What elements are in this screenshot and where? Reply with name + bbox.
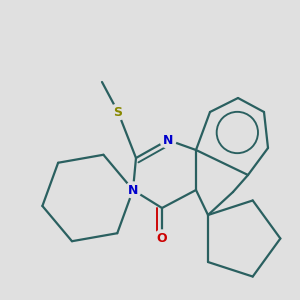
- Circle shape: [154, 230, 170, 246]
- Text: N: N: [128, 184, 138, 196]
- Text: O: O: [157, 232, 167, 244]
- Circle shape: [125, 182, 141, 198]
- Circle shape: [160, 132, 176, 148]
- Text: N: N: [163, 134, 173, 146]
- Circle shape: [110, 104, 126, 120]
- Text: S: S: [113, 106, 122, 118]
